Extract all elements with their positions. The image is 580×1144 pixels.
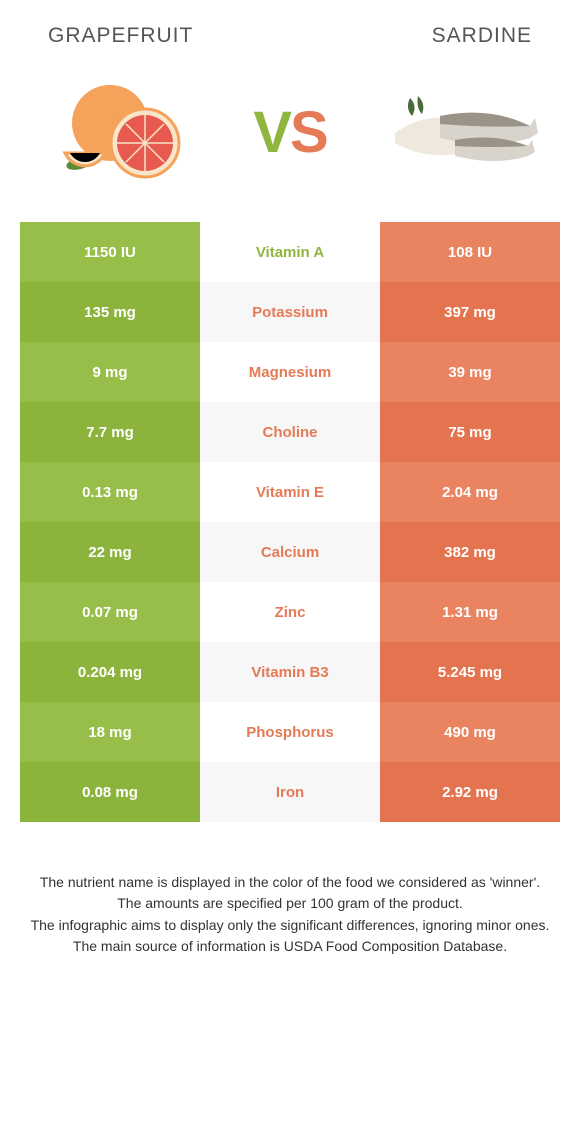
nutrient-name: Phosphorus xyxy=(200,702,380,762)
table-row: 0.204 mgVitamin B35.245 mg xyxy=(20,642,560,702)
nutrient-table: 1150 IUVitamin A108 IU135 mgPotassium397… xyxy=(20,222,560,822)
table-row: 135 mgPotassium397 mg xyxy=(20,282,560,342)
right-value: 1.31 mg xyxy=(380,582,560,642)
footer-line: The amounts are specified per 100 gram o… xyxy=(30,893,550,913)
left-value: 22 mg xyxy=(20,522,200,582)
nutrient-name: Iron xyxy=(200,762,380,822)
left-value: 0.08 mg xyxy=(20,762,200,822)
table-row: 18 mgPhosphorus490 mg xyxy=(20,702,560,762)
table-row: 0.13 mgVitamin E2.04 mg xyxy=(20,462,560,522)
hero-row: VS xyxy=(0,58,580,218)
right-value: 5.245 mg xyxy=(380,642,560,702)
vs-label: VS xyxy=(253,104,326,162)
right-value: 382 mg xyxy=(380,522,560,582)
left-food-title: Grapefruit xyxy=(48,24,193,48)
sardine-image xyxy=(380,78,540,188)
left-value: 135 mg xyxy=(20,282,200,342)
table-row: 0.07 mgZinc1.31 mg xyxy=(20,582,560,642)
right-value: 108 IU xyxy=(380,222,560,282)
footer-line: The nutrient name is displayed in the co… xyxy=(30,872,550,892)
nutrient-name: Vitamin B3 xyxy=(200,642,380,702)
table-row: 7.7 mgCholine75 mg xyxy=(20,402,560,462)
right-value: 2.04 mg xyxy=(380,462,560,522)
left-value: 0.07 mg xyxy=(20,582,200,642)
left-value: 7.7 mg xyxy=(20,402,200,462)
footer-notes: The nutrient name is displayed in the co… xyxy=(0,822,580,956)
right-value: 75 mg xyxy=(380,402,560,462)
table-row: 1150 IUVitamin A108 IU xyxy=(20,222,560,282)
vs-s: S xyxy=(290,104,327,162)
grapefruit-image xyxy=(40,78,200,188)
right-food-title: Sardine xyxy=(432,24,532,48)
nutrient-name: Choline xyxy=(200,402,380,462)
header: Grapefruit Sardine xyxy=(0,0,580,58)
left-value: 18 mg xyxy=(20,702,200,762)
footer-line: The main source of information is USDA F… xyxy=(30,936,550,956)
nutrient-name: Zinc xyxy=(200,582,380,642)
left-value: 0.13 mg xyxy=(20,462,200,522)
left-value: 0.204 mg xyxy=(20,642,200,702)
nutrient-name: Vitamin A xyxy=(200,222,380,282)
footer-line: The infographic aims to display only the… xyxy=(30,915,550,935)
vs-v: V xyxy=(253,104,290,162)
right-value: 2.92 mg xyxy=(380,762,560,822)
table-row: 22 mgCalcium382 mg xyxy=(20,522,560,582)
left-value: 1150 IU xyxy=(20,222,200,282)
nutrient-name: Potassium xyxy=(200,282,380,342)
nutrient-name: Calcium xyxy=(200,522,380,582)
table-row: 0.08 mgIron2.92 mg xyxy=(20,762,560,822)
nutrient-name: Magnesium xyxy=(200,342,380,402)
table-row: 9 mgMagnesium39 mg xyxy=(20,342,560,402)
right-value: 397 mg xyxy=(380,282,560,342)
right-value: 39 mg xyxy=(380,342,560,402)
nutrient-name: Vitamin E xyxy=(200,462,380,522)
right-value: 490 mg xyxy=(380,702,560,762)
left-value: 9 mg xyxy=(20,342,200,402)
